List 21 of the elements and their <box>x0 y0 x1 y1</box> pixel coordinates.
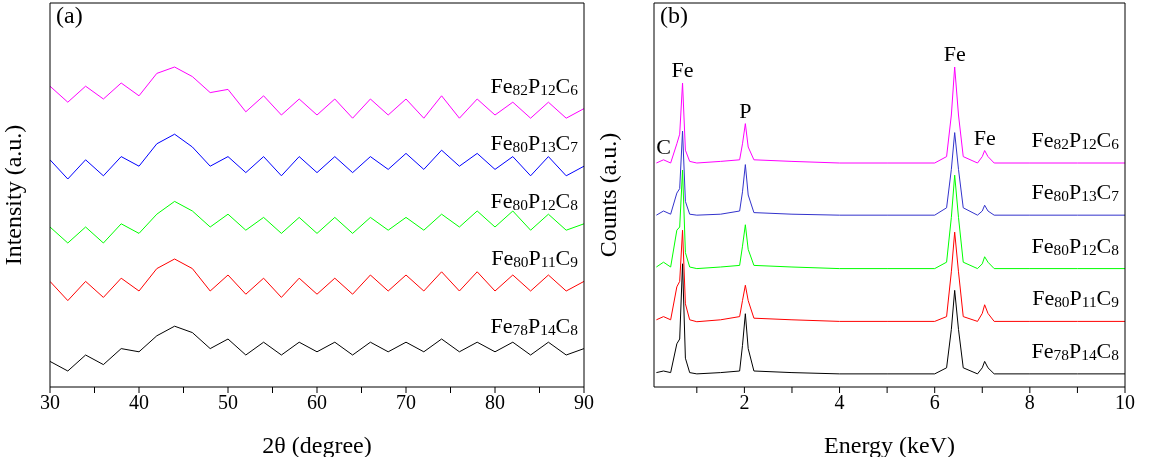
text: (a) <box>56 2 83 29</box>
text: (b) <box>660 2 688 29</box>
x-tick-label: 90 <box>574 391 594 414</box>
x-tick-label: 2 <box>739 391 750 414</box>
x-tick-label: 50 <box>218 391 238 414</box>
annotation: P <box>739 97 752 123</box>
x-tick-label: 8 <box>1024 391 1035 414</box>
annotation: Fe <box>671 57 694 82</box>
annotation: Fe <box>943 41 966 66</box>
annotation: Fe <box>973 124 996 150</box>
x-tick-label: 30 <box>40 391 60 414</box>
x-tick-label: 40 <box>129 391 149 414</box>
annotation: C <box>656 133 671 159</box>
x-tick-label: 10 <box>1115 391 1135 414</box>
y-axis-title: Intensity (a.u.) <box>0 124 26 266</box>
x-tick-label: 60 <box>307 391 327 414</box>
x-tick-label: 70 <box>396 391 416 414</box>
x-tick-label: 80 <box>485 391 505 414</box>
y-axis-title: Counts (a.u.) <box>594 132 621 258</box>
x-tick-label: 6 <box>929 391 940 414</box>
x-tick-label: 4 <box>834 391 845 414</box>
